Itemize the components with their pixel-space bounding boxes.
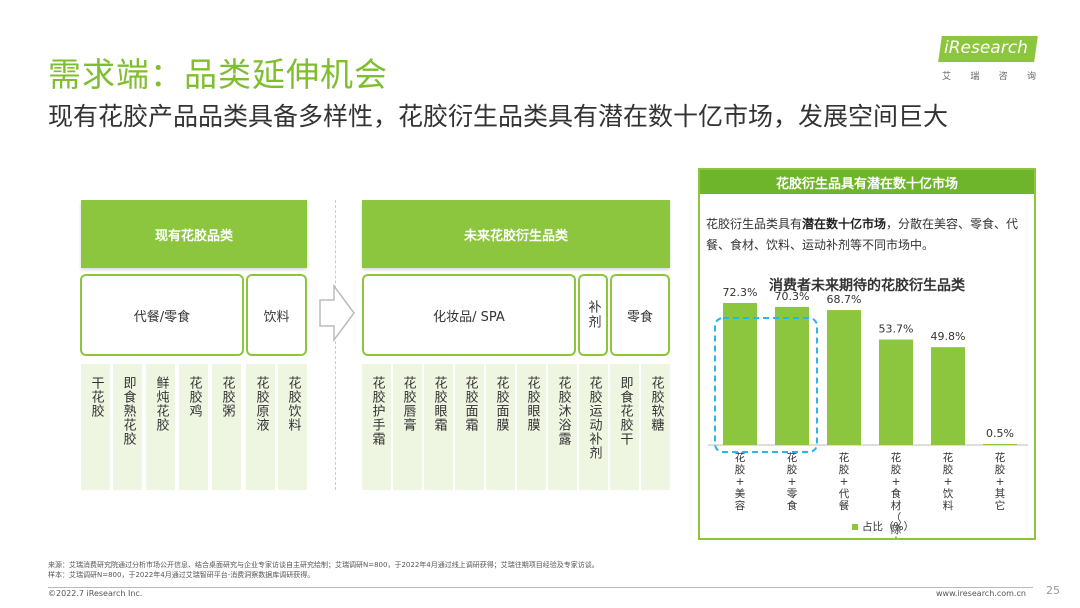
tick-label: 除 — [891, 523, 902, 536]
bar — [931, 347, 965, 445]
footer-divider — [48, 587, 1033, 588]
logo-sub: 艾瑞咨询 — [942, 72, 1036, 82]
existing-category-meal: 代餐/零食 — [80, 274, 244, 356]
data-label: 68.7% — [827, 293, 862, 306]
future-category-snack: 零食 — [610, 274, 670, 356]
bar — [827, 310, 861, 445]
section-divider — [335, 200, 336, 490]
tick-label: 容 — [735, 499, 746, 512]
tick-label: 料 — [943, 499, 954, 512]
bar — [879, 339, 913, 445]
page-title: 需求端：品类延伸机会 — [48, 55, 388, 94]
future-item: 花胶眼膜 — [517, 364, 546, 490]
tick-label: 代 — [839, 488, 850, 500]
future-item: 花胶运动补剂 — [579, 364, 608, 490]
iresearch-logo: iResearch 艾瑞咨询 — [938, 36, 1038, 82]
tick-label: 胶 — [839, 463, 850, 476]
tick-label: 食 — [891, 487, 902, 500]
data-label: 70.3% — [775, 290, 810, 303]
tick-label: + — [944, 476, 953, 488]
existing-item: 即食熟花胶 — [113, 364, 142, 490]
tick-label: 花 — [943, 451, 954, 464]
tick-label: + — [996, 476, 1005, 488]
tick-label: 花 — [787, 451, 798, 464]
future-item: 花胶面霜 — [455, 364, 484, 490]
tick-label: 美 — [735, 487, 746, 500]
existing-item: 花胶鸡 — [179, 364, 208, 490]
page-number: 25 — [1046, 584, 1060, 597]
sample-note: 样本：艾瑞调研N=800，于2022年4月通过艾瑞智研平台-消费洞察数据库调研获… — [48, 571, 315, 579]
data-label: 0.5% — [986, 427, 1014, 440]
tick-label: 花 — [735, 451, 746, 464]
existing-item: 鲜炖花胶 — [146, 364, 175, 490]
tick-label: + — [840, 476, 849, 488]
tick-label: 胶 — [995, 463, 1006, 476]
bar — [983, 444, 1017, 445]
logo-text: iResearch — [944, 38, 1028, 58]
tick-label: + — [736, 476, 745, 488]
future-item: 即食花胶干 — [610, 364, 639, 490]
data-label: 53.7% — [879, 323, 914, 336]
copyright: ©2022.7 iResearch Inc. — [48, 589, 143, 598]
website: www.iresearch.com.cn — [936, 589, 1026, 598]
tick-label: 花 — [995, 451, 1006, 464]
future-category-supplement: 补剂 — [578, 274, 608, 356]
bar — [775, 306, 809, 445]
future-item: 花胶护手霜 — [362, 364, 391, 490]
existing-item: 花胶粥 — [212, 364, 241, 490]
tick-label: 材 — [891, 499, 902, 512]
page-subtitle: 现有花胶产品品类具备多样性，花胶衍生品类具有潜在数十亿市场，发展空间巨大 — [48, 102, 949, 131]
future-item: 花胶沐浴露 — [548, 364, 577, 490]
tick-label: 饮 — [943, 487, 954, 500]
existing-category-drink: 饮料 — [246, 274, 307, 356]
future-category-cosmetics: 化妆品/ SPA — [362, 274, 576, 356]
tick-label: 胶 — [735, 463, 746, 476]
future-item: 花胶面膜 — [486, 364, 515, 490]
tick-label: 食 — [787, 499, 798, 512]
existing-item: 花胶原液 — [246, 364, 275, 490]
tick-label: 花 — [839, 451, 850, 464]
data-label: 72.3% — [723, 286, 758, 299]
tick-label: 它 — [995, 499, 1006, 512]
existing-header: 现有花胶品类 — [81, 200, 307, 268]
tick-label: + — [788, 476, 797, 488]
bar — [723, 303, 757, 445]
chart-title: 消费者未来期待的花胶衍生品类 — [769, 278, 965, 294]
panel-description: 花胶衍生品类具有潜在数十亿市场，分散在美容、零食、代餐、食材、饮料、运动补剂等不… — [706, 217, 1019, 252]
existing-item: 干花胶 — [81, 364, 110, 490]
tick-label: 火 — [891, 536, 902, 538]
future-item: 花胶唇膏 — [393, 364, 422, 490]
legend-swatch — [852, 524, 858, 530]
panel-header: 花胶衍生品具有潜在数十亿市场 — [700, 170, 1034, 194]
tick-label: 其 — [995, 488, 1006, 500]
highlight-box — [714, 317, 818, 453]
market-panel: 花胶衍生品具有潜在数十亿市场 花胶衍生品类具有潜在数十亿市场，分散在美容、零食、… — [698, 168, 1036, 540]
bar-chart: 72.3%花胶+美容70.3%花胶+零食68.7%花胶+代餐53.7%花胶+食材… — [708, 286, 1028, 538]
data-label: 49.8% — [931, 330, 966, 343]
legend-label: 占比（%） — [862, 520, 914, 533]
tick-label: 胶 — [787, 463, 798, 476]
tick-label: + — [892, 476, 901, 488]
source-note: 来源：艾瑞消费研究院通过分析市场公开信息、结合桌面研究与企业专家访谈自主研究绘制… — [48, 561, 599, 569]
future-item: 花胶软糖 — [641, 364, 670, 490]
tick-label: 胶 — [891, 463, 902, 476]
future-item: 花胶眼霜 — [424, 364, 453, 490]
tick-label: 花 — [891, 451, 902, 464]
future-header: 未来花胶衍生品类 — [362, 200, 670, 268]
tick-label: 胶 — [943, 463, 954, 476]
tick-label: （ — [891, 512, 902, 524]
tick-label: 零 — [787, 488, 798, 500]
tick-label: 餐 — [839, 499, 850, 512]
existing-item: 花胶饮料 — [278, 364, 307, 490]
